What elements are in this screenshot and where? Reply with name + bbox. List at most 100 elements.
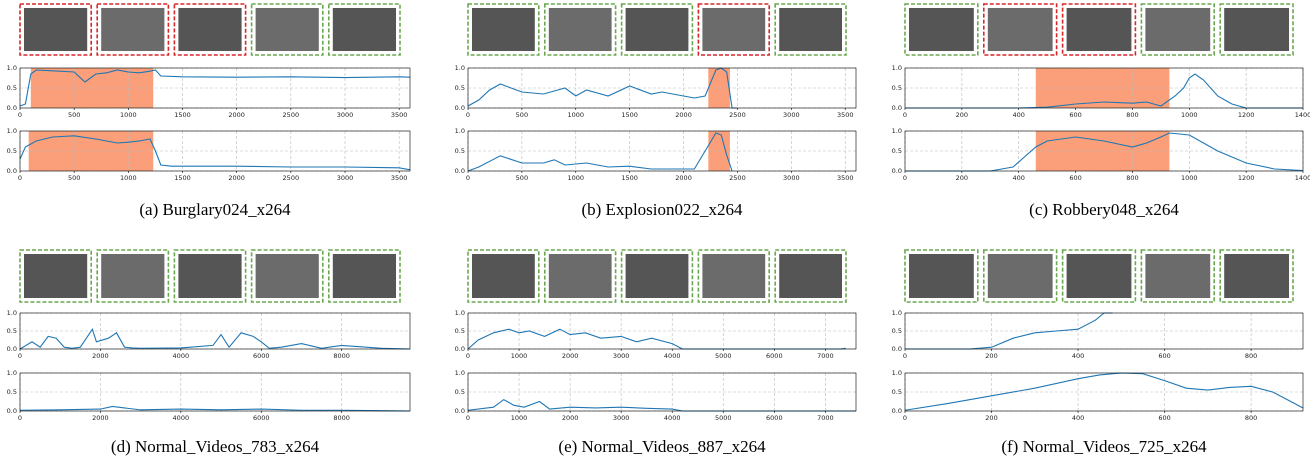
thumbnail [472, 8, 535, 51]
y-tick-label: 0.0 [455, 104, 465, 112]
x-tick-label: 800 [1245, 414, 1257, 422]
plot-frame [19, 372, 411, 412]
x-tick-label: 2500 [283, 111, 300, 119]
thumbnail [332, 254, 396, 298]
thumbnail [101, 254, 165, 298]
x-tick-label: 800 [1126, 111, 1138, 119]
y-tick-label: 0.5 [7, 327, 17, 335]
y-tick-label: 0.5 [455, 147, 465, 155]
x-tick-label: 500 [68, 174, 80, 182]
x-tick-label: 4000 [664, 352, 681, 360]
x-tick-label: 0 [18, 352, 22, 360]
x-tick-label: 2500 [283, 174, 300, 182]
y-tick-label: 1.0 [455, 64, 465, 72]
y-tick-label: 0.0 [455, 407, 465, 415]
y-tick-label: 0.0 [892, 167, 902, 175]
y-tick-label: 1.0 [7, 309, 17, 317]
x-tick-label: 0 [18, 174, 22, 182]
x-tick-label: 7000 [817, 414, 834, 422]
x-tick-label: 1500 [621, 174, 638, 182]
x-tick-label: 0 [466, 111, 470, 119]
plot-frame [904, 312, 1304, 350]
thumbnail [702, 254, 766, 298]
thumbnail [1224, 8, 1289, 51]
plot-frame [19, 312, 411, 350]
x-tick-label: 6000 [253, 414, 270, 422]
line-series [467, 132, 733, 172]
x-tick-label: 6000 [253, 352, 270, 360]
plot-frame [19, 67, 411, 109]
x-tick-label: 1000 [1181, 174, 1198, 182]
x-tick-label: 600 [1158, 352, 1170, 360]
x-tick-label: 8000 [333, 352, 350, 360]
thumbnail [625, 8, 689, 51]
thumbnail [702, 8, 766, 51]
x-tick-label: 1000 [568, 111, 585, 119]
x-tick-label: 0 [903, 352, 907, 360]
thumbnail [987, 8, 1053, 51]
line-series [905, 132, 1304, 172]
x-tick-label: 0 [466, 414, 470, 422]
thumbnail [909, 254, 974, 298]
x-tick-label: 1000 [120, 174, 137, 182]
x-tick-label: 3000 [783, 174, 800, 182]
x-tick-label: 1000 [120, 111, 137, 119]
caption: (b) Explosion022_x264 [581, 200, 743, 219]
y-tick-label: 1.0 [7, 369, 17, 377]
y-tick-label: 1.0 [455, 127, 465, 135]
x-tick-label: 0 [903, 111, 907, 119]
y-tick-label: 1.0 [7, 127, 17, 135]
y-tick-label: 0.5 [892, 84, 902, 92]
x-tick-label: 2000 [92, 414, 109, 422]
y-tick-label: 0.0 [892, 407, 902, 415]
x-tick-label: 200 [985, 352, 997, 360]
plot-frame [467, 312, 857, 350]
y-tick-label: 0.0 [7, 345, 17, 353]
thumbnail [779, 8, 842, 51]
x-tick-label: 1400 [1295, 174, 1310, 182]
x-tick-label: 400 [1072, 414, 1084, 422]
x-tick-label: 2500 [729, 174, 746, 182]
x-tick-label: 6000 [766, 352, 783, 360]
y-tick-label: 0.5 [892, 327, 902, 335]
y-tick-label: 1.0 [455, 369, 465, 377]
x-tick-label: 400 [1013, 174, 1025, 182]
x-tick-label: 2000 [562, 414, 579, 422]
x-tick-label: 0 [466, 174, 470, 182]
x-tick-label: 500 [516, 111, 528, 119]
x-tick-label: 4000 [664, 414, 681, 422]
thumbnail [1145, 8, 1211, 51]
thumbnail [1066, 254, 1132, 298]
thumbnail [24, 8, 88, 51]
caption: (c) Robbery048_x264 [1029, 200, 1179, 219]
caption: (d) Normal_Videos_783_x264 [111, 437, 320, 456]
x-tick-label: 2000 [562, 352, 579, 360]
line-series [467, 67, 738, 109]
plot-frame [467, 67, 857, 109]
x-tick-label: 3000 [337, 174, 354, 182]
x-tick-label: 600 [1069, 111, 1081, 119]
thumbnail [1224, 254, 1289, 298]
y-tick-label: 0.5 [455, 327, 465, 335]
x-tick-label: 8000 [333, 414, 350, 422]
x-tick-label: 400 [1013, 111, 1025, 119]
x-tick-label: 600 [1158, 414, 1170, 422]
y-tick-label: 0.5 [892, 147, 902, 155]
caption: (a) Burglary024_x264 [139, 200, 291, 219]
x-tick-label: 2500 [729, 111, 746, 119]
x-tick-label: 500 [68, 111, 80, 119]
x-tick-label: 200 [956, 174, 968, 182]
x-tick-label: 3500 [391, 174, 408, 182]
y-tick-label: 0.0 [892, 104, 902, 112]
x-tick-label: 1000 [511, 414, 528, 422]
line-series [19, 327, 411, 350]
thumbnail [255, 8, 319, 51]
y-tick-label: 1.0 [892, 127, 902, 135]
x-tick-label: 4000 [173, 414, 190, 422]
x-tick-label: 0 [903, 174, 907, 182]
x-tick-label: 4000 [173, 352, 190, 360]
thumbnail [255, 254, 319, 298]
x-tick-label: 2000 [675, 174, 692, 182]
y-tick-label: 0.0 [7, 407, 17, 415]
